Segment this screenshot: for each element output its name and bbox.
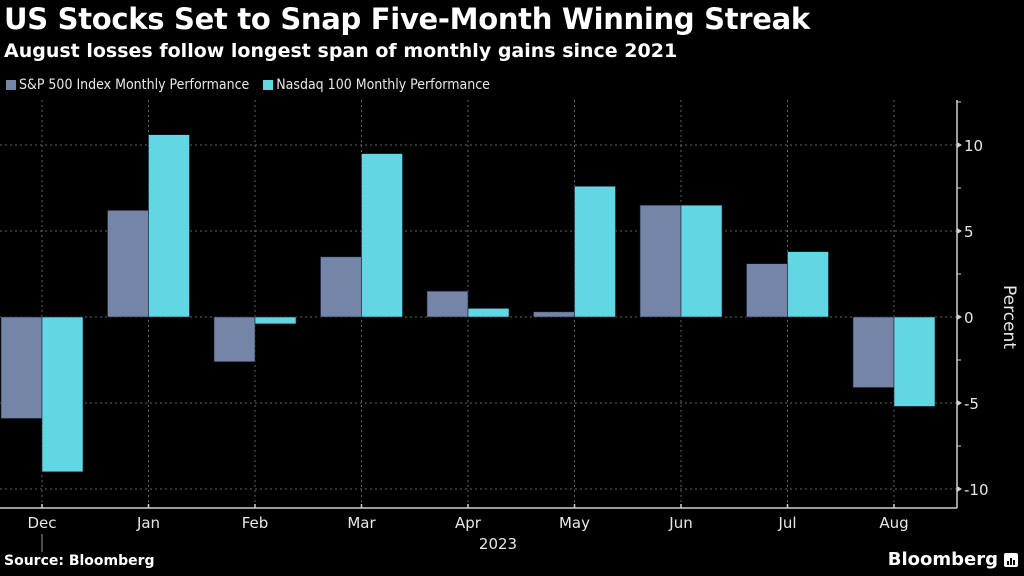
bar-sp500-aug: [852, 316, 895, 388]
brand-name: Bloomberg: [887, 549, 998, 570]
x-tick-label: Jan: [136, 514, 160, 532]
bar-sp500-mar: [320, 256, 362, 318]
bar-sp500-feb: [213, 316, 256, 363]
x-tick-label: May: [559, 514, 590, 532]
bar-sp500-jan: [107, 210, 149, 318]
legend: S&P 500 Index Monthly Performance Nasdaq…: [6, 77, 490, 93]
y-tick: [957, 486, 962, 492]
bar-nasdaq100-jul: [787, 251, 829, 318]
y-tick: [957, 142, 962, 148]
chart-subtitle: August losses follow longest span of mon…: [4, 40, 678, 62]
y-tick: [957, 228, 962, 234]
x-tick-label: Aug: [879, 514, 908, 532]
x-tick-label: Mar: [347, 514, 376, 532]
y-tick-label: 5: [964, 223, 974, 241]
bar-nasdaq100-jun: [680, 204, 723, 318]
bar-sp500-jul: [746, 263, 788, 318]
legend-item-nasdaq100: Nasdaq 100 Monthly Performance: [263, 77, 490, 93]
chart-title: US Stocks Set to Snap Five-Month Winning…: [4, 2, 810, 36]
y-axis-label: Percent: [999, 285, 1019, 349]
bar-nasdaq100-feb: [254, 316, 297, 325]
bar-sp500-jun: [639, 204, 682, 318]
bar-nasdaq100-apr: [467, 308, 510, 318]
brand-logo: Bloomberg: [888, 549, 1018, 570]
bar-nasdaq100-jan: [148, 134, 190, 318]
x-tick-label: Feb: [242, 514, 269, 532]
y-tick-label: 10: [964, 137, 983, 155]
y-tick: [957, 314, 962, 320]
x-tick-label: Apr: [455, 514, 482, 532]
x-tick-label: Jul: [777, 514, 796, 532]
bar-sp500-may: [533, 311, 575, 318]
bloomberg-chart-icon: [1004, 552, 1018, 567]
bar-nasdaq100-aug: [893, 316, 936, 407]
legend-swatch-nasdaq100: [263, 80, 274, 90]
y-tick: [957, 400, 962, 406]
bar-sp500-dec: [0, 316, 43, 419]
y-tick-label: -10: [964, 481, 989, 499]
bar-nasdaq100-mar: [361, 153, 403, 318]
x-tick-label: Dec: [27, 514, 56, 532]
legend-label-sp500: S&P 500 Index Monthly Performance: [19, 77, 250, 93]
year-label: 2023: [479, 535, 517, 553]
legend-label-nasdaq100: Nasdaq 100 Monthly Performance: [276, 77, 490, 93]
legend-swatch-sp500: [6, 80, 16, 90]
y-tick-label: -5: [964, 395, 979, 413]
x-tick-label: Jun: [668, 514, 692, 532]
y-tick-label: 0: [964, 309, 974, 327]
bar-nasdaq100-may: [574, 185, 616, 318]
legend-item-sp500: S&P 500 Index Monthly Performance: [6, 77, 249, 93]
bar-sp500-apr: [426, 290, 469, 318]
bar-nasdaq100-dec: [41, 316, 84, 473]
source-note: Source: Bloomberg: [4, 553, 155, 569]
